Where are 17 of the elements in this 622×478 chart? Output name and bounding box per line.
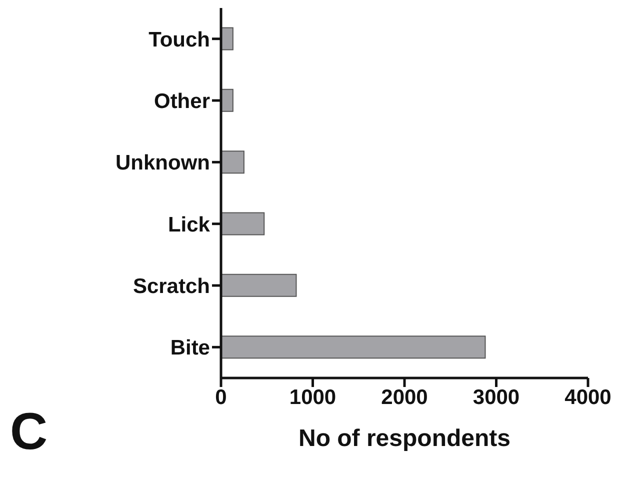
x-tick-label: 1000 [289, 386, 336, 409]
text: C [10, 402, 48, 462]
bar [221, 212, 265, 236]
y-tick-label: Lick [168, 213, 210, 236]
x-tick-label: 2000 [381, 386, 428, 409]
y-tick-label: Other [154, 90, 210, 113]
y-tick-label: Touch [148, 28, 210, 52]
x-tick-label: 3000 [472, 386, 520, 409]
x-tick-label: 0 [215, 386, 227, 409]
y-tick-label: Bite [170, 336, 210, 360]
x-tick-label: 4000 [564, 386, 612, 409]
x-axis-title: No of respondents [298, 425, 511, 452]
y-tick-label: Scratch [132, 274, 210, 298]
bar [221, 274, 297, 297]
y-tick-label: Unknown [116, 152, 210, 175]
bar [221, 336, 486, 359]
bar [221, 150, 244, 174]
